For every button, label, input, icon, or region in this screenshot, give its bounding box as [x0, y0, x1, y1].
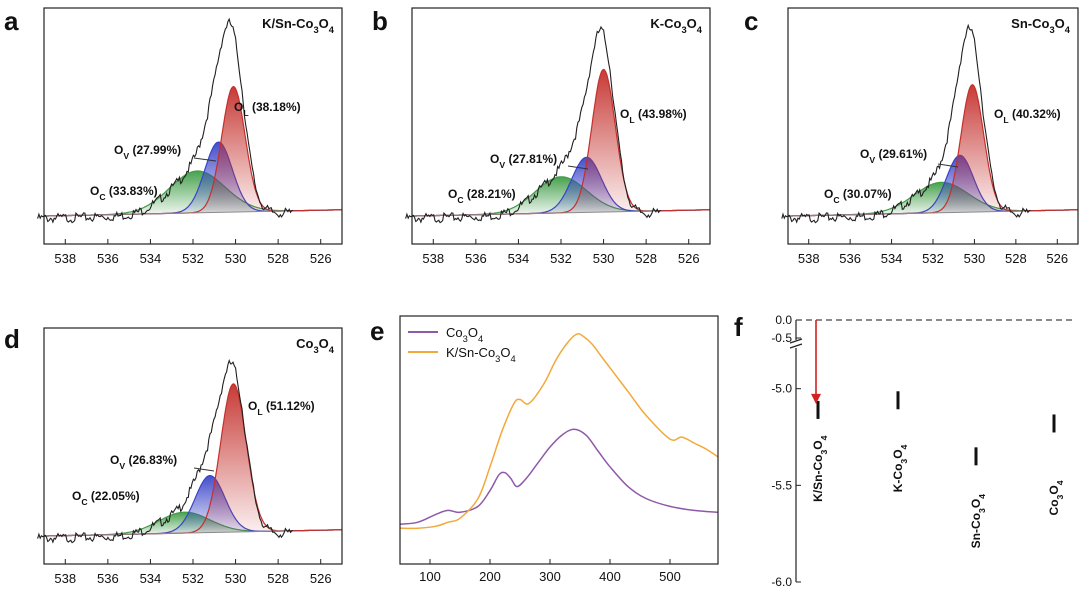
label-leader [937, 163, 959, 168]
peak-label-OC: OC (30.07%) [824, 187, 892, 205]
arrow-head [811, 393, 821, 404]
x-tick-label: 528 [635, 251, 657, 266]
panel-letter-c: c [744, 6, 758, 36]
panel-letter-a: a [4, 6, 19, 36]
series-line-ksn-co3o4 [399, 333, 719, 530]
sample-label: Co3O4 [296, 336, 335, 355]
series-line-co3o4 [399, 428, 719, 525]
x-tick-label: 534 [140, 251, 162, 266]
peak-label-OC: OC (22.05%) [72, 489, 140, 507]
x-tick-label: 528 [1005, 251, 1027, 266]
x-tick-label: 534 [140, 571, 162, 586]
sample-label: Sn-Co3O4 [1011, 16, 1071, 35]
peak-label-OL: OL (43.98%) [620, 107, 687, 125]
x-tick-label: 530 [225, 571, 247, 586]
x-tick-label: 528 [267, 251, 289, 266]
raw-spectrum [37, 17, 294, 224]
y-tick-label: -6.0 [771, 575, 792, 589]
label-leader [193, 157, 217, 162]
x-tick-label: 538 [54, 571, 76, 586]
x-tick-label: 526 [678, 251, 700, 266]
x-tick-label: 500 [659, 569, 681, 584]
xps-panel-c: 538 536 534 532 530 528 526 Sn-Co3O4 OC (30.07%)… [781, 7, 1079, 266]
peak-area-OC [412, 176, 710, 217]
peak-area-OC [44, 171, 342, 217]
x-tick-label: 300 [539, 569, 561, 584]
peak-area-OV [412, 157, 710, 217]
panel-letter-e: e [370, 316, 384, 346]
peak-area-OC [788, 182, 1078, 217]
x-tick-label: 538 [798, 251, 820, 266]
x-tick-label: 528 [267, 571, 289, 586]
x-tick-label: 538 [422, 251, 444, 266]
x-tick-label: 100 [419, 569, 441, 584]
x-tick-label: 530 [593, 251, 615, 266]
x-tick-label: 532 [550, 251, 572, 266]
x-tick-label: 534 [508, 251, 530, 266]
energy-panel-f: 0.0 -0.5 -5.0 -5.5 -6.0 K/Sn-Co3O4 K-Co3O4 Sn-C… [771, 313, 1076, 589]
raw-spectrum [405, 25, 662, 224]
x-tick-label: 526 [310, 251, 332, 266]
level-label: K-Co3O4 [891, 444, 909, 492]
x-tick-label: 530 [225, 251, 247, 266]
x-tick-label: 526 [1046, 251, 1068, 266]
plot-frame [399, 315, 719, 565]
panel-letter-d: d [4, 324, 20, 354]
y-tick-label: -0.5 [771, 331, 792, 345]
legend-label: K/Sn-Co3O4 [446, 345, 516, 364]
xps-panel-b: 538 536 534 532 530 528 526 K-Co3O4 OC (28.21%) O… [405, 7, 711, 266]
y-tick-label: -5.0 [771, 382, 792, 396]
xps-panel-d: 538 536 534 532 530 528 526 Co3O4 OC (22.05%) OV … [37, 327, 343, 586]
peak-label-OV: OV (27.81%) [490, 152, 557, 170]
peak-label-OC: OC (33.83%) [90, 184, 158, 202]
level-label: K/Sn-Co3O4 [811, 435, 829, 502]
y-tick-label: 0.0 [775, 313, 792, 327]
x-tick-label: 526 [310, 571, 332, 586]
axis-break [789, 338, 803, 349]
raw-spectrum [781, 23, 1031, 224]
peak-label-OC: OC (28.21%) [448, 187, 516, 205]
peak-label-OV: OV (27.99%) [114, 143, 181, 161]
x-tick-label: 532 [182, 251, 204, 266]
x-tick-label: 200 [479, 569, 501, 584]
raw-spectrum [37, 358, 294, 544]
peak-area-OV [44, 475, 342, 536]
peak-label-OL: OL (38.18%) [234, 100, 301, 118]
label-leader [193, 467, 215, 472]
x-tick-label: 400 [599, 569, 621, 584]
legend-label: Co3O4 [446, 325, 483, 344]
x-tick-label: 538 [54, 251, 76, 266]
x-tick-label: 532 [922, 251, 944, 266]
sample-label: K/Sn-Co3O4 [262, 16, 335, 35]
x-tick-label: 530 [964, 251, 986, 266]
label-leader [567, 165, 589, 170]
level-label: Sn-Co3O4 [969, 494, 987, 549]
level-label: Co3O4 [1047, 480, 1065, 515]
sample-label: K-Co3O4 [650, 16, 702, 35]
x-tick-label: 536 [465, 251, 487, 266]
x-tick-label: 532 [182, 571, 204, 586]
panel-letter-b: b [372, 6, 388, 36]
peak-label-OV: OV (26.83%) [110, 453, 177, 471]
x-tick-label: 534 [881, 251, 903, 266]
y-tick-label: -5.5 [771, 478, 792, 492]
peak-label-OV: OV (29.61%) [860, 147, 927, 165]
peak-label-OL: OL (51.12%) [248, 399, 315, 417]
xps-panel-a: 538 536 534 532 530 528 526 K/Sn-Co3O4 OC (33.83… [37, 7, 343, 266]
peak-area-OV [44, 142, 342, 217]
peak-label-OL: OL (40.32%) [994, 107, 1061, 125]
panel-letter-f: f [734, 312, 743, 342]
x-tick-label: 536 [839, 251, 861, 266]
x-tick-label: 536 [97, 571, 119, 586]
x-tick-label: 536 [97, 251, 119, 266]
